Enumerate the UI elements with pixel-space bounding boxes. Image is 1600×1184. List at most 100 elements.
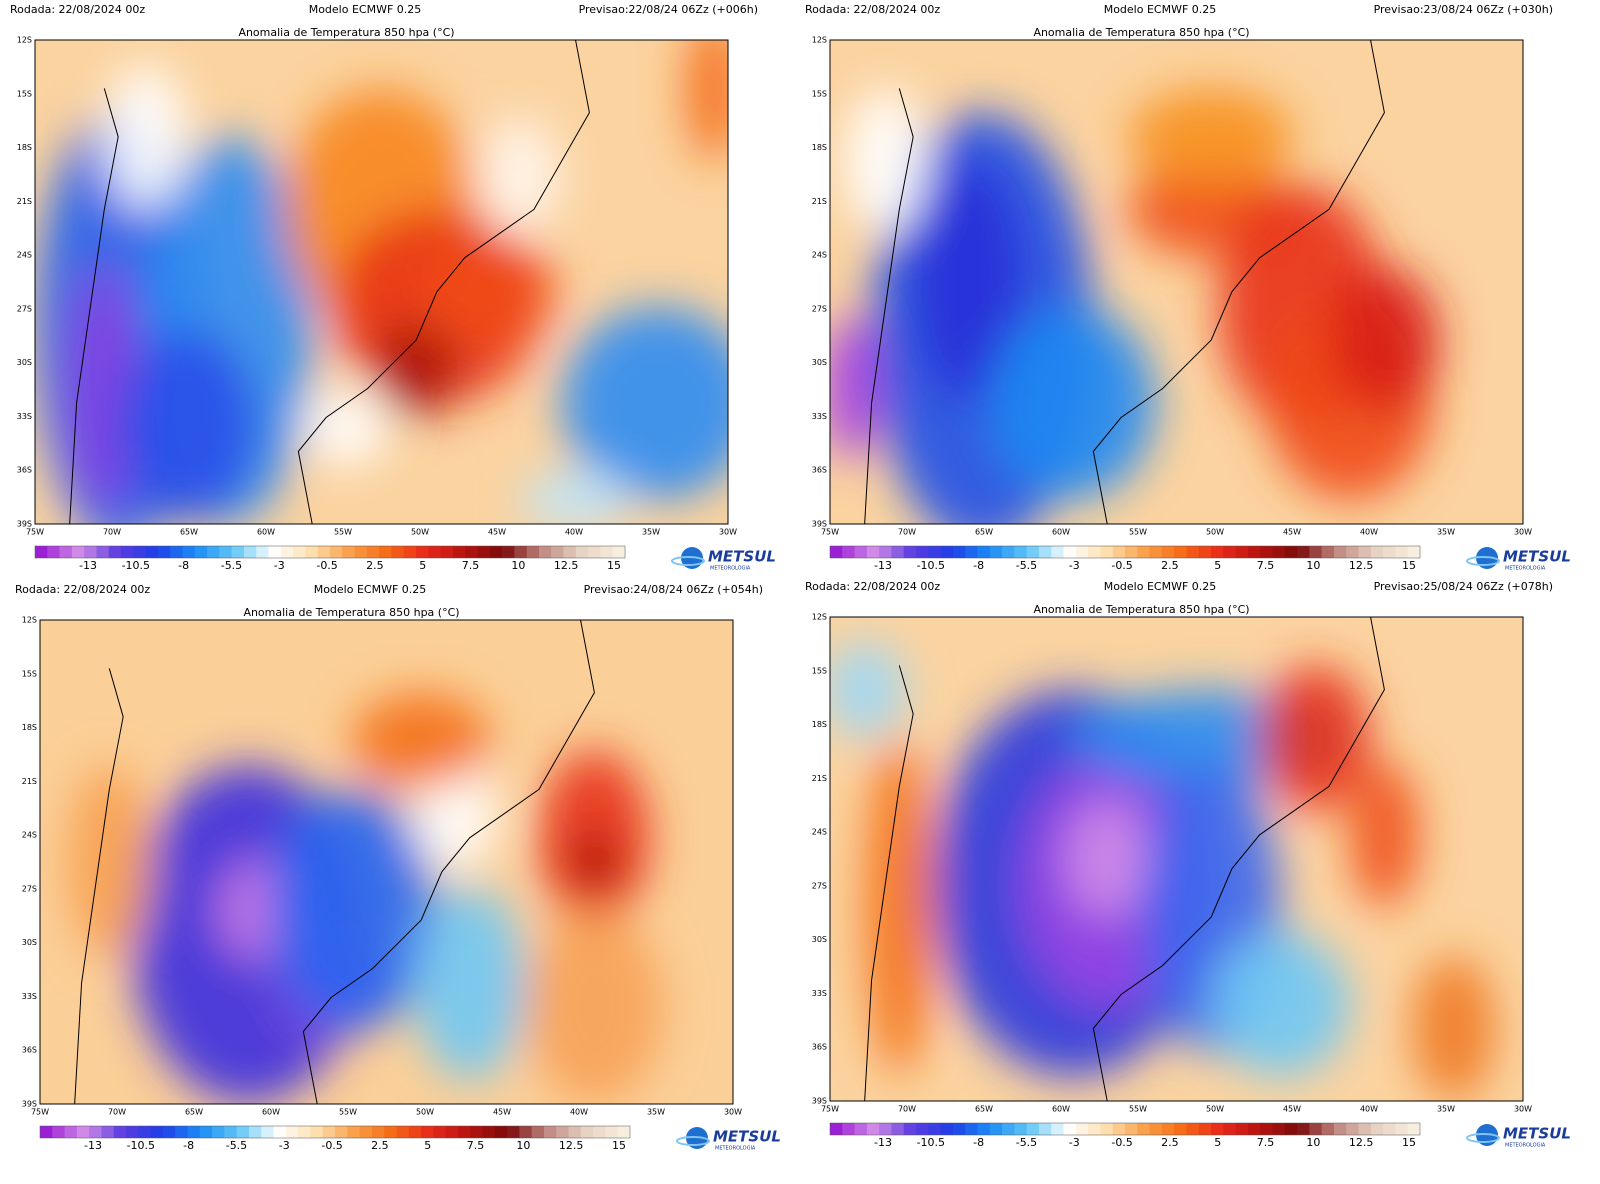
colorbar-cell [354,546,368,558]
colorbar-cell [1333,546,1347,558]
colorbar-label: -0.5 [316,559,337,572]
colorbar-cell [384,1126,397,1138]
colorbar-cell [121,546,134,558]
colorbar-cell [1161,546,1175,558]
colorbar-cell [138,1126,152,1138]
colorbar-label: 10 [516,1139,530,1152]
colorbar-cell [71,546,85,558]
colorbar-frame [39,1125,631,1139]
lat-label: 21S [812,197,827,206]
colorbar-cell [1063,546,1077,558]
anomaly-blob [1127,88,1295,186]
colorbar-cell [408,1126,422,1138]
coastline [74,668,124,1104]
colorbar-label: -10.5 [917,1136,945,1149]
colorbar-cell [310,1126,324,1138]
colorbar-label: 15 [1402,1136,1416,1149]
colorbar-cell [477,546,491,558]
colorbar-cell [1051,1123,1065,1135]
logo-subtext: METEOROLOGIA [710,566,751,572]
colorbar-cell [830,1123,843,1135]
colorbar-cell [842,1123,856,1135]
colorbar-cell [1297,546,1310,558]
lon-label: 35W [642,528,660,537]
lat-label: 36S [17,466,32,475]
run-label: Rodada: 22/08/2024 00z [805,580,940,593]
run-label: Rodada: 22/08/2024 00z [15,583,150,596]
colorbar-label: 15 [607,559,621,572]
colorbar-cell [162,1126,176,1138]
anomaly-blob [913,161,1025,403]
lat-label: 15S [22,669,37,678]
colorbar-cell [1075,546,1089,558]
map-frame [34,39,729,525]
colorbar-cell [1137,1123,1151,1135]
colorbar-cell [199,1126,213,1138]
colorbar-cell [150,1126,164,1138]
colorbar-label: -3 [279,1139,290,1152]
colorbar-cell [556,1126,570,1138]
lon-label: 50W [1206,1105,1224,1114]
lon-label: 55W [1129,528,1147,537]
forecast-label: Previsao:22/08/24 06Zz (+006h) [579,3,758,16]
colorbar-label: 12.5 [1349,1136,1374,1149]
lon-label: 45W [1283,528,1301,537]
lat-label: 24S [22,831,37,840]
lat-label: 36S [812,1043,827,1052]
colorbar-cell [101,1126,115,1138]
anomaly-blob [830,641,907,738]
panel: Rodada: 22/08/2024 00z Modelo ECMWF 0.25 P… [10,3,776,572]
colorbar-cell [59,546,73,558]
lat-label: 12S [812,613,827,622]
colorbar-cell [1309,546,1323,558]
colorbar-cell [563,546,577,558]
colorbar-cell [1321,546,1335,558]
panel: Rodada: 22/08/2024 00z Modelo ECMWF 0.25 P… [15,583,781,1152]
colorbar-cell [940,546,954,558]
anomaly-blob [268,789,436,1032]
colorbar-cell [416,546,429,558]
colorbar-cell [268,546,282,558]
lon-label: 45W [488,528,506,537]
anomaly-blob [864,738,934,1077]
colorbar-cell [194,546,208,558]
run-label: Rodada: 22/08/2024 00z [10,3,145,16]
lat-label: 15S [812,666,827,675]
anomaly-blob [351,692,491,790]
coastline [864,88,914,524]
colorbar-cell [1014,1123,1028,1135]
map-frame [829,39,1524,525]
lat-label: 12S [812,36,827,45]
lon-label: 75W [821,1105,839,1114]
colorbar-label: 7.5 [467,1139,485,1152]
colorbar-label: 12.5 [1349,559,1374,572]
colorbar-cell [928,546,942,558]
colorbar-cell [551,546,565,558]
colorbar-cell [1002,546,1015,558]
colorbar-cell [617,1126,631,1138]
colorbar-cell [47,546,61,558]
colorbar-cell [952,1123,966,1135]
lon-label: 65W [180,528,198,537]
colorbar-label: -3 [1069,559,1080,572]
colorbar-label: -13 [874,559,892,572]
colorbar-cell [1149,546,1163,558]
colorbar-label: -13 [84,1139,102,1152]
colorbar-cell [64,1126,78,1138]
colorbar-label: -3 [1069,1136,1080,1149]
colorbar-cell [1235,1123,1249,1135]
lon-label: 30W [1514,528,1532,537]
lat-label: 33S [22,992,37,1001]
lat-label: 39S [17,520,32,529]
colorbar-cell [298,1126,311,1138]
forecast-label: Previsao:23/08/24 06Zz (+030h) [1374,3,1553,16]
colorbar-label: 5 [424,1139,431,1152]
colorbar-cell [1149,1123,1163,1135]
colorbar-cell [1112,1123,1126,1135]
colorbar-cell [273,1126,287,1138]
colorbar-label: 10 [511,559,525,572]
lat-label: 27S [17,304,32,313]
colorbar-cell [879,1123,892,1135]
